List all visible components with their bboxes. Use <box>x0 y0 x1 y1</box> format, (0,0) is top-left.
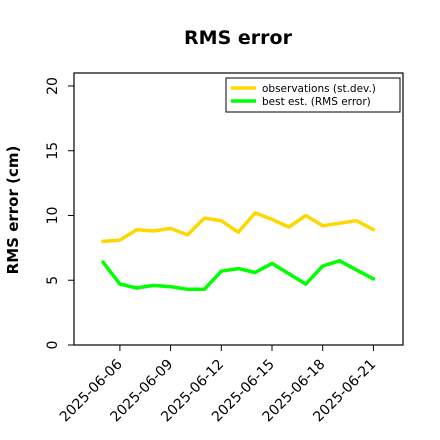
legend-label-observations: observations (st.dev.) <box>262 83 376 95</box>
series-line-best-estimate <box>101 259 376 292</box>
legend: observations (st.dev.) best est. (RMS er… <box>225 77 401 113</box>
x-axis: 2025-06-062025-06-092025-06-122025-06-15… <box>57 345 379 425</box>
y-axis: 0 5 10 15 20 <box>45 77 74 349</box>
y-axis-label: RMS error (cm) <box>4 146 22 275</box>
y-tick-label: 10 <box>45 207 61 225</box>
plot-area <box>73 72 404 346</box>
y-tick-label: 5 <box>45 276 61 285</box>
legend-box <box>225 77 401 113</box>
series-line-observations <box>101 211 376 244</box>
series-lines <box>101 211 376 292</box>
y-tick-label: 15 <box>45 142 61 160</box>
y-tick-label: 20 <box>45 77 61 95</box>
y-tick-label: 0 <box>45 341 61 350</box>
legend-label-best-estimate: best est. (RMS error) <box>262 96 371 108</box>
chart-title: RMS error <box>184 27 293 49</box>
